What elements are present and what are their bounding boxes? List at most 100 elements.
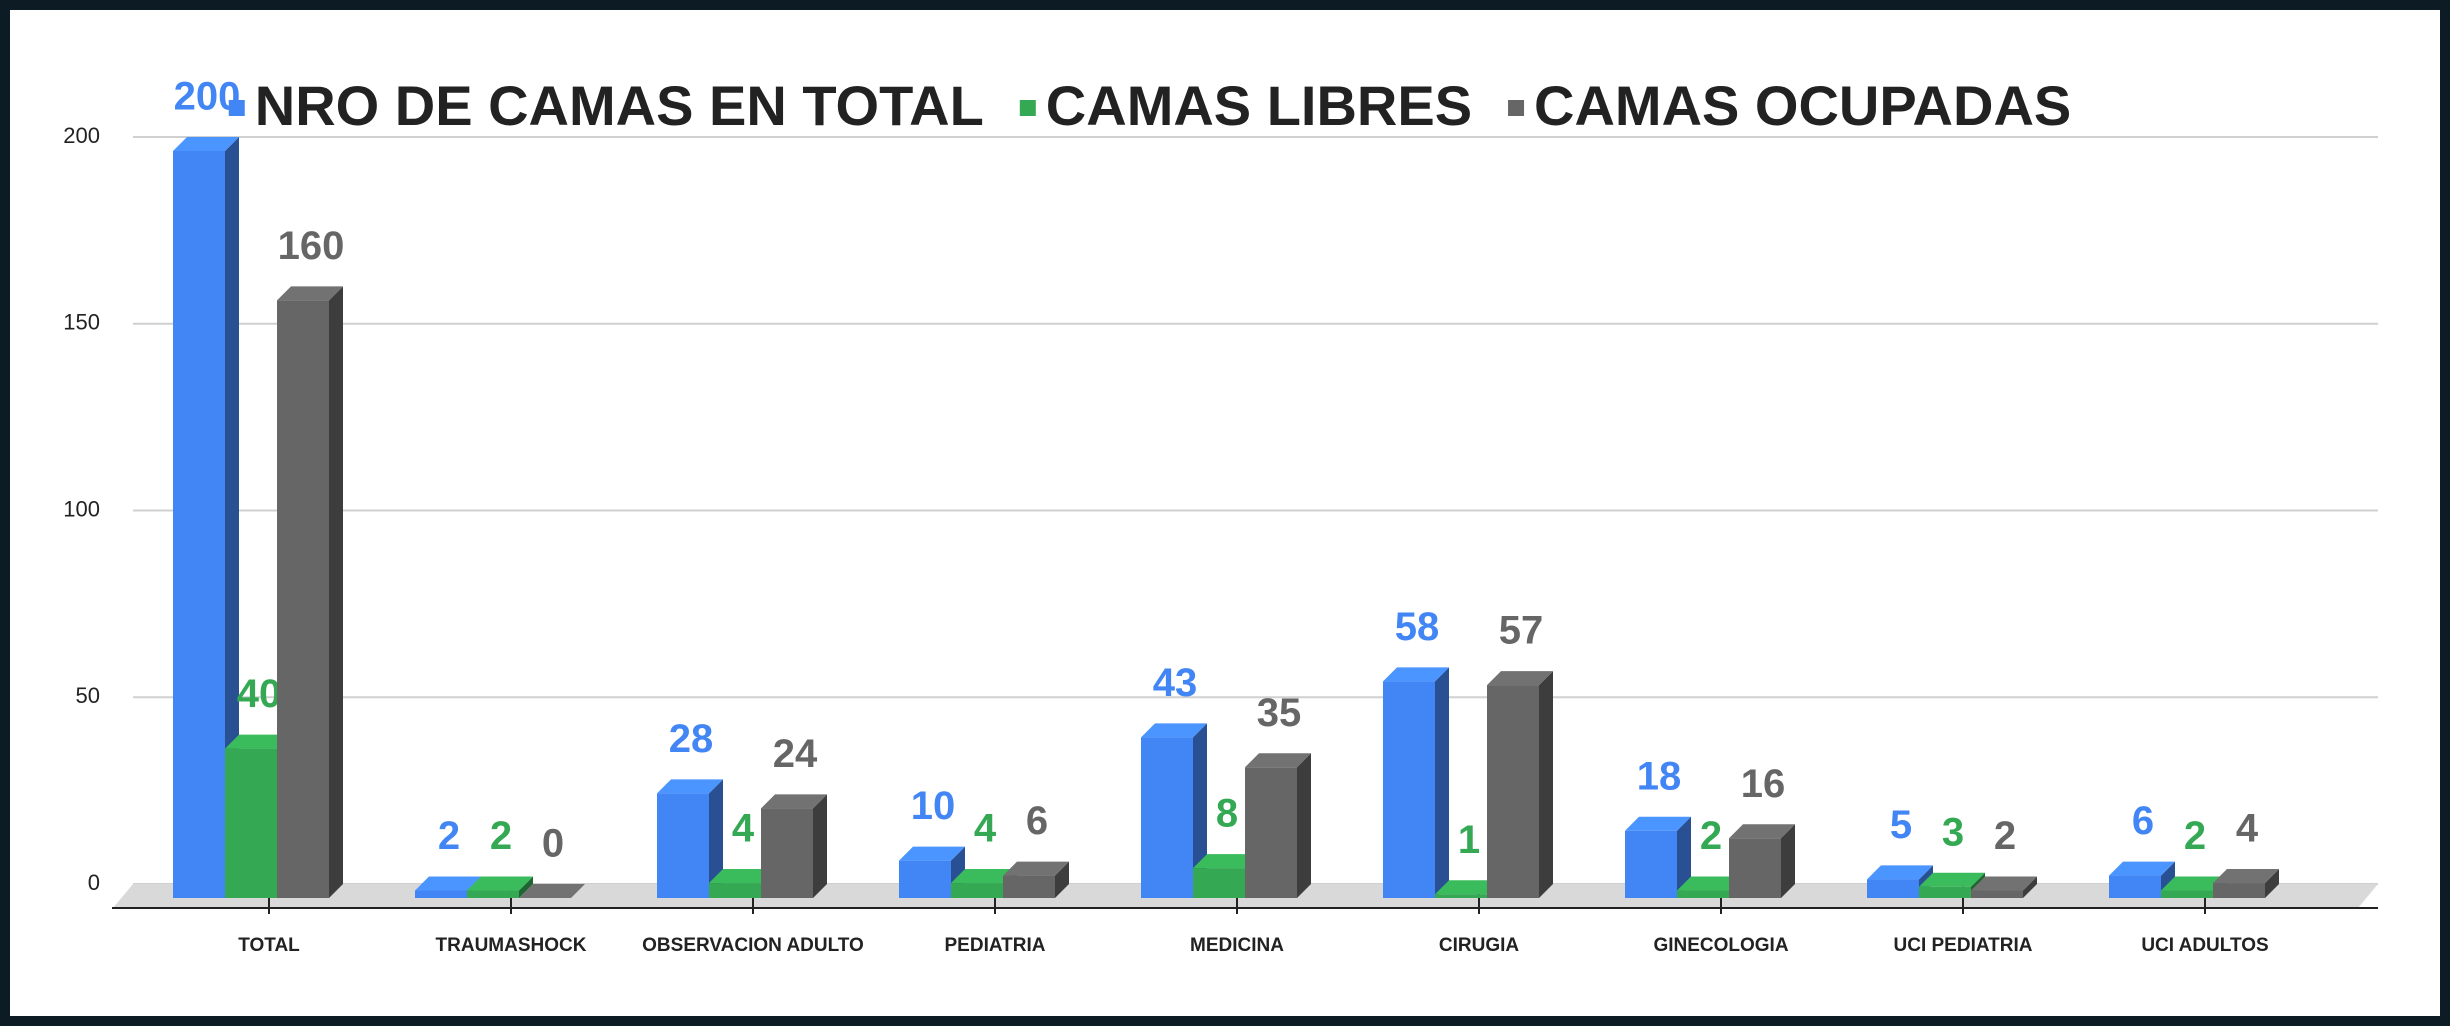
- bar: [225, 748, 277, 898]
- bar-side: [1539, 671, 1553, 898]
- bar-side: [2023, 876, 2037, 898]
- data-label: 18: [1637, 754, 1682, 798]
- bar-top: [225, 734, 291, 749]
- x-tick-label: TOTAL: [238, 935, 300, 956]
- data-label: 10: [911, 784, 956, 828]
- bar-side: [1677, 816, 1691, 898]
- bar: [1677, 890, 1729, 898]
- bar: [1245, 767, 1297, 898]
- bar: [2161, 890, 2213, 898]
- bar-top: [1971, 876, 2037, 891]
- data-label: 43: [1153, 661, 1198, 705]
- data-label: 2: [1700, 814, 1722, 858]
- bar-top: [761, 794, 827, 809]
- data-label: 160: [278, 224, 345, 268]
- bar-top: [1003, 861, 1069, 876]
- bar-top: [2161, 876, 2227, 891]
- bar: [1487, 685, 1539, 898]
- legend-label: NRO DE CAMAS EN TOTAL: [255, 74, 984, 137]
- bar-side: [1193, 723, 1207, 898]
- data-label: 16: [1741, 762, 1786, 806]
- bar: [2213, 883, 2265, 898]
- data-label: 4: [2236, 807, 2259, 851]
- bar: [709, 883, 761, 898]
- bar: [1003, 875, 1055, 898]
- bar-top: [173, 137, 239, 151]
- bar: [1919, 886, 1971, 898]
- x-tick-label: UCI ADULTOS: [2141, 935, 2268, 956]
- bar-top: [1919, 872, 1985, 887]
- bar-side: [813, 794, 827, 898]
- data-label: 6: [2132, 799, 2154, 843]
- bar-top: [951, 869, 1017, 884]
- y-tick-label: 0: [88, 870, 100, 895]
- bar: [761, 808, 813, 898]
- data-label: 0: [542, 822, 564, 866]
- legend-swatch: [1019, 100, 1036, 116]
- data-label: 1: [1458, 818, 1480, 862]
- data-label: 24: [773, 732, 818, 776]
- legend-label: CAMAS OCUPADAS: [1534, 74, 2071, 137]
- bar-top: [899, 846, 965, 861]
- bar: [1971, 890, 2023, 898]
- bar-top: [2213, 869, 2279, 884]
- bar: [277, 300, 329, 898]
- bar: [1383, 681, 1435, 898]
- bar-top: [657, 779, 723, 794]
- data-label: 8: [1216, 792, 1238, 836]
- bar-top: [709, 869, 775, 884]
- data-label: 4: [732, 807, 755, 851]
- bar-top: [1867, 865, 1933, 880]
- bar: [951, 883, 1003, 898]
- y-tick-label: 200: [63, 123, 100, 148]
- x-tick-label: OBSERVACION ADULTO: [642, 935, 864, 956]
- bar-side: [225, 137, 239, 898]
- x-tick-label: UCI PEDIATRIA: [1894, 935, 2033, 956]
- bar-side: [709, 779, 723, 898]
- bar: [1193, 868, 1245, 898]
- bar: [657, 793, 709, 898]
- data-label: 35: [1257, 691, 1302, 735]
- bar-top: [1487, 671, 1553, 686]
- x-tick-label: MEDICINA: [1190, 935, 1284, 956]
- data-label: 57: [1499, 609, 1544, 653]
- bar-top: [1141, 723, 1207, 738]
- bar-side: [2265, 869, 2279, 898]
- bar-side: [1297, 753, 1311, 898]
- bar-top: [1677, 876, 1743, 891]
- data-label: 58: [1395, 605, 1440, 649]
- bar-top: [1193, 854, 1259, 869]
- data-label: 2: [490, 814, 512, 858]
- bar: [173, 151, 225, 898]
- bar: [467, 890, 519, 898]
- bar-top: [519, 884, 585, 898]
- bar: [2109, 875, 2161, 898]
- legend-swatch: [1508, 100, 1525, 116]
- bar: [1625, 830, 1677, 898]
- bar-top: [1625, 816, 1691, 831]
- data-label: 200: [174, 75, 241, 119]
- bar-top: [1245, 753, 1311, 768]
- data-label: 2: [2184, 814, 2206, 858]
- bar: [1141, 737, 1193, 898]
- data-label: 5: [1890, 803, 1912, 847]
- y-tick-label: 50: [76, 683, 100, 708]
- bar-side: [1055, 861, 1069, 898]
- data-label: 2: [438, 814, 460, 858]
- bar-side: [519, 876, 533, 898]
- bar: [899, 860, 951, 898]
- bar: [1435, 894, 1487, 898]
- bar-top: [277, 286, 343, 301]
- bar: [1867, 879, 1919, 898]
- bar-side: [1435, 667, 1449, 898]
- x-tick-label: PEDIATRIA: [945, 935, 1046, 956]
- bar-top: [1435, 880, 1501, 895]
- bar: [1729, 838, 1781, 898]
- x-tick-label: GINECOLOGIA: [1653, 935, 1788, 956]
- data-label: 28: [669, 717, 714, 761]
- bar-top: [467, 876, 533, 891]
- legend-swatch: [228, 100, 245, 116]
- data-label: 3: [1942, 810, 1964, 854]
- bar-top: [2109, 861, 2175, 876]
